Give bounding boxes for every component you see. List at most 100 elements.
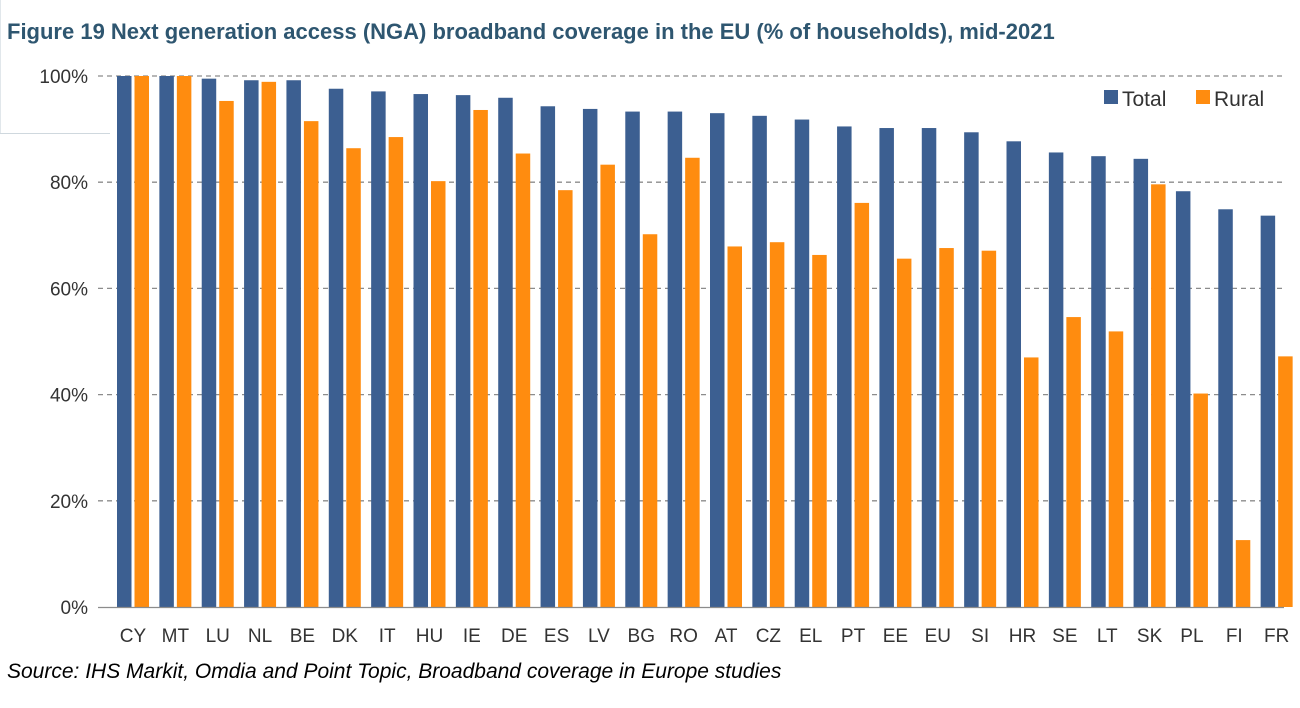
x-tick-label: LT (1097, 626, 1118, 647)
x-tick-label: AT (715, 626, 738, 647)
legend: Total Rural (1104, 88, 1264, 111)
bar-rural-nl (261, 81, 277, 607)
x-tick-label: PT (841, 626, 866, 647)
bar-rural-mt (176, 76, 192, 607)
bar-total-ee (879, 128, 894, 607)
x-tick-label: MT (162, 626, 190, 647)
bar-rural-si (981, 250, 997, 607)
y-tick-label: 80% (50, 173, 88, 194)
bar-rural-cz (769, 242, 785, 607)
bar-rural-ie (473, 109, 488, 607)
bar-rural-fi (1235, 540, 1251, 607)
bar-total-lt (1091, 156, 1106, 607)
bar-total-el (794, 119, 810, 608)
x-tick-label: SK (1137, 626, 1163, 647)
bar-rural-lu (219, 100, 234, 607)
bar-total-lu (201, 78, 217, 607)
bar-rural-it (388, 137, 404, 607)
x-tick-label: FR (1264, 626, 1289, 647)
bar-total-ro (667, 111, 683, 608)
bar-rural-ee (896, 258, 912, 607)
bar-total-dk (328, 88, 344, 607)
bar-total-nl (244, 80, 259, 608)
y-tick-label: 0% (61, 598, 89, 619)
bar-rural-bg (642, 234, 658, 607)
bar-total-bg (625, 111, 640, 608)
bar-rural-hu (431, 181, 446, 607)
bar-total-hu (413, 94, 428, 607)
bar-rural-ro (685, 157, 700, 608)
bar-rural-at (727, 246, 742, 608)
x-tick-label: PL (1180, 626, 1203, 647)
bar-total-sk (1133, 158, 1149, 607)
bar-total-fi (1218, 209, 1233, 607)
bar-total-de (498, 97, 513, 607)
bar-total-se (1048, 152, 1064, 608)
x-tick-label: IE (463, 626, 481, 647)
bar-chart: 0% 20% 40% 60% 80% 100% CY MT LU NL BE DK IT HU IE DE E… (39, 67, 1293, 647)
bar-total-cz (752, 115, 767, 607)
figure-title: Figure 19 Next generation access (NGA) b… (7, 19, 1055, 44)
bar-total-es (540, 106, 556, 607)
bar-total-hr (1006, 141, 1021, 608)
bar-rural-dk (346, 148, 361, 607)
x-tick-label: CY (120, 626, 147, 647)
y-tick-label: 60% (50, 279, 88, 300)
bar-rural-el (812, 254, 827, 607)
x-tick-label: FI (1226, 626, 1243, 647)
y-tick-label: 100% (39, 67, 88, 88)
bar-rural-es (558, 190, 573, 608)
x-tick-label: DE (501, 626, 527, 647)
y-tick-label: 40% (50, 386, 88, 407)
bar-total-it (371, 91, 386, 608)
legend-swatch-rural (1196, 90, 1210, 104)
bar-total-at (710, 113, 725, 608)
bar-rural-pt (854, 202, 870, 607)
legend-swatch-total (1104, 90, 1118, 104)
corner-decoration-vertical (0, 0, 1, 134)
legend-label-rural: Rural (1214, 88, 1264, 111)
bar-rural-be (303, 121, 319, 607)
x-tick-label: HR (1009, 626, 1036, 647)
x-tick-label: ES (544, 626, 569, 647)
bar-rural-de (515, 153, 531, 607)
bar-total-mt (159, 76, 174, 607)
x-tick-label: LV (588, 626, 610, 647)
bar-rural-fr (1278, 356, 1293, 607)
bar-rural-hr (1024, 357, 1039, 607)
legend-label-total: Total (1122, 88, 1166, 111)
x-tick-label: SE (1052, 626, 1077, 647)
bar-rural-eu (939, 248, 954, 607)
bar-rural-pl (1193, 393, 1208, 607)
x-tick-label: IT (379, 626, 396, 647)
source-note: Source: IHS Markit, Omdia and Point Topi… (7, 660, 782, 683)
bar-total-eu (921, 128, 937, 607)
x-tick-label: EE (883, 626, 908, 647)
bar-rural-lt (1108, 331, 1124, 607)
x-tick-label: BE (290, 626, 315, 647)
bar-total-pt (837, 126, 852, 607)
x-tick-label: CZ (756, 626, 782, 647)
x-tick-label: EU (925, 626, 951, 647)
y-axis-tick-labels: 0% 20% 40% 60% 80% 100% (39, 67, 88, 619)
bar-total-fr (1260, 215, 1276, 607)
corner-decoration-horizontal (0, 133, 110, 134)
bar-total-si (964, 132, 979, 607)
bar-rural-cy (134, 76, 149, 607)
y-tick-label: 20% (50, 492, 88, 513)
x-tick-label: LU (206, 626, 230, 647)
x-tick-label: NL (248, 626, 272, 647)
bar-total-be (286, 80, 301, 608)
x-tick-label: BG (628, 626, 655, 647)
bar-total-cy (117, 76, 132, 607)
x-tick-label: HU (416, 626, 443, 647)
x-tick-label: EL (799, 626, 822, 647)
bar-total-pl (1175, 191, 1191, 608)
bar-rural-sk (1151, 184, 1166, 607)
x-tick-label: SI (971, 626, 989, 647)
x-tick-label: RO (669, 626, 698, 647)
bar-rural-lv (600, 164, 615, 607)
x-tick-label: DK (332, 626, 359, 647)
bars (117, 76, 1293, 608)
bar-rural-se (1066, 317, 1081, 607)
